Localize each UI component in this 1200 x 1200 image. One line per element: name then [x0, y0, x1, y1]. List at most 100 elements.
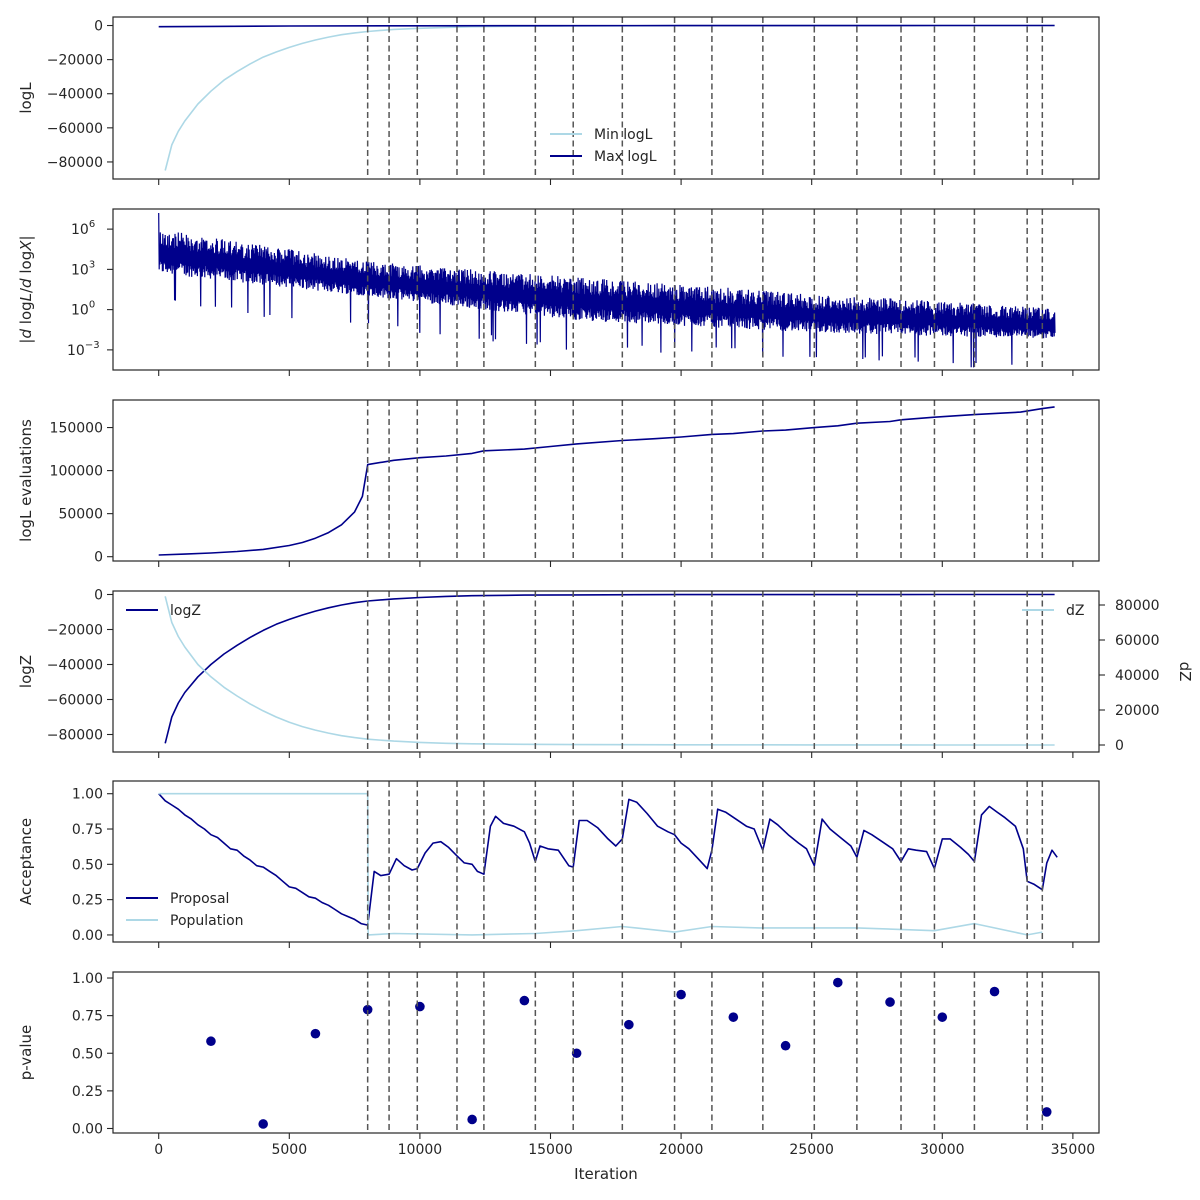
y-tick-label: 0.75 [72, 822, 103, 838]
y-tick-label: −80000 [47, 155, 103, 171]
y-tick-label: 1.00 [72, 971, 103, 987]
y-tick-label-right: 80000 [1115, 598, 1160, 614]
y-tick-label-right: 20000 [1115, 703, 1160, 719]
pvalue-point-11 [780, 1040, 791, 1051]
legend-label: dZ [1066, 603, 1084, 619]
y-tick-label: 0.00 [72, 928, 103, 944]
x-tick-label: 25000 [789, 1142, 834, 1158]
y-tick-label: 106 [71, 219, 95, 238]
panel-evals: 0 50000 100000 150000 logL evaluations [17, 399, 1100, 567]
x-tick-label: 35000 [1051, 1142, 1096, 1158]
panel-accept: 0.00 0.25 0.50 0.75 1.00 Acceptance Proposal Po… [17, 780, 1100, 948]
y-axis-label: logL [17, 82, 35, 114]
y-tick-label: 1.00 [72, 787, 103, 803]
y-tick-label: 0 [94, 19, 103, 35]
axes-frame [112, 971, 1100, 1134]
series-logz-logz [164, 593, 1055, 744]
plot-area [158, 406, 1055, 556]
y-tick-label: 0 [94, 550, 103, 566]
legend-right: dZ [1022, 603, 1084, 619]
x-tick-label: 30000 [920, 1142, 965, 1158]
y-tick-label: 0.25 [72, 893, 103, 909]
legend-label: Population [170, 913, 244, 929]
y-tick-label: 0 [94, 588, 103, 604]
pvalue-point-12 [833, 977, 843, 988]
y-tick-label: 150000 [50, 421, 103, 437]
y-tick-label: 0.00 [72, 1121, 103, 1137]
x-tick-label: 20000 [659, 1142, 704, 1158]
axes-frame [112, 208, 1100, 371]
series-logz-dz [164, 596, 1055, 746]
panel-dlogl: 106 103 100 10−3 |d logL/d logX| [17, 208, 1100, 376]
series-evals-line [158, 406, 1055, 556]
pvalue-point-13 [885, 997, 895, 1007]
panel-logz: 0 −20000 −40000 −60000 −80000 0 20000 40000 6000… [17, 588, 1194, 758]
y-tick-label-right: 0 [1115, 738, 1124, 754]
axes-frame [112, 16, 1100, 180]
pvalue-point-0 [206, 1036, 216, 1047]
y-tick-label: −40000 [47, 87, 103, 103]
y-tick-label: 0.75 [72, 1009, 103, 1025]
y-tick-label: −80000 [47, 728, 103, 744]
y-axis-label: logZ [17, 655, 35, 688]
y-tick-label: 100000 [50, 464, 103, 480]
y-tick-label-right: 60000 [1115, 633, 1160, 649]
panel-pvalue: 0 5000 10000 15000 20000 25000 30000 35000 0.00 0… [17, 971, 1100, 1158]
pvalue-point-2 [310, 1028, 321, 1039]
legend: Proposal Population [126, 891, 244, 929]
series-dlogl [158, 212, 1056, 368]
y-tick-label: 0.50 [72, 857, 103, 873]
x-axis-label: Iteration [574, 1165, 638, 1183]
legend-label: Min logL [594, 127, 653, 143]
y-tick-label: −60000 [47, 121, 103, 137]
pvalue-point-1 [258, 1119, 268, 1129]
y-axis-label-right: dZ [1176, 662, 1194, 682]
legend-label: Max logL [594, 149, 657, 165]
plot-area [164, 593, 1055, 746]
legend-label: logZ [170, 603, 201, 619]
x-tick-label: 10000 [398, 1142, 443, 1158]
y-tick-label: 103 [71, 259, 95, 278]
y-tick-label: −20000 [47, 53, 103, 69]
pvalue-point-9 [676, 989, 686, 1000]
panel-logl: 0 −20000 −40000 −60000 −80000 logL Min logL Max… [17, 16, 1100, 185]
pvalue-point-3 [362, 1004, 373, 1015]
plot-area [158, 212, 1056, 368]
y-tick-label: 0.25 [72, 1084, 103, 1100]
pvalue-point-15 [989, 986, 1000, 997]
x-tick-label: 5000 [271, 1142, 307, 1158]
pvalue-point-14 [937, 1012, 948, 1022]
series-logl-max-logl [158, 24, 1055, 28]
series-accept-population [158, 792, 1043, 936]
y-axis-label: p-value [17, 1025, 35, 1081]
y-axis-label: logL evaluations [17, 419, 35, 542]
pvalue-point-6 [519, 995, 530, 1006]
plot-area [158, 792, 1058, 936]
legend-left: logZ [126, 603, 201, 619]
axes-frame [112, 590, 1100, 753]
pvalue-point-7 [571, 1048, 582, 1059]
axes-frame [112, 399, 1100, 562]
pvalue-point-10 [728, 1012, 739, 1022]
pvalue-point-16 [1041, 1107, 1052, 1117]
x-tick-label: 15000 [528, 1142, 573, 1158]
legend: Min logL Max logL [550, 127, 657, 165]
y-axis-label: Acceptance [17, 818, 35, 905]
y-tick-label: −20000 [47, 623, 103, 639]
y-tick-label: 10−3 [67, 340, 100, 359]
y-tick-label-right: 40000 [1115, 668, 1160, 684]
y-tick-label: 100 [71, 300, 95, 319]
pvalue-point-5 [467, 1114, 477, 1125]
series-accept-proposal [158, 793, 1058, 926]
y-tick-label: 50000 [58, 507, 103, 523]
axes-frame [112, 780, 1100, 943]
y-tick-label: −40000 [47, 658, 103, 674]
y-tick-label: −60000 [47, 693, 103, 709]
y-tick-label: 0.50 [72, 1046, 103, 1062]
plot-area [158, 24, 1055, 171]
pvalue-point-8 [624, 1019, 634, 1030]
plot-area [206, 977, 1052, 1129]
legend-label: Proposal [170, 891, 229, 907]
y-axis-label: |d logL/d logX| [17, 235, 35, 343]
